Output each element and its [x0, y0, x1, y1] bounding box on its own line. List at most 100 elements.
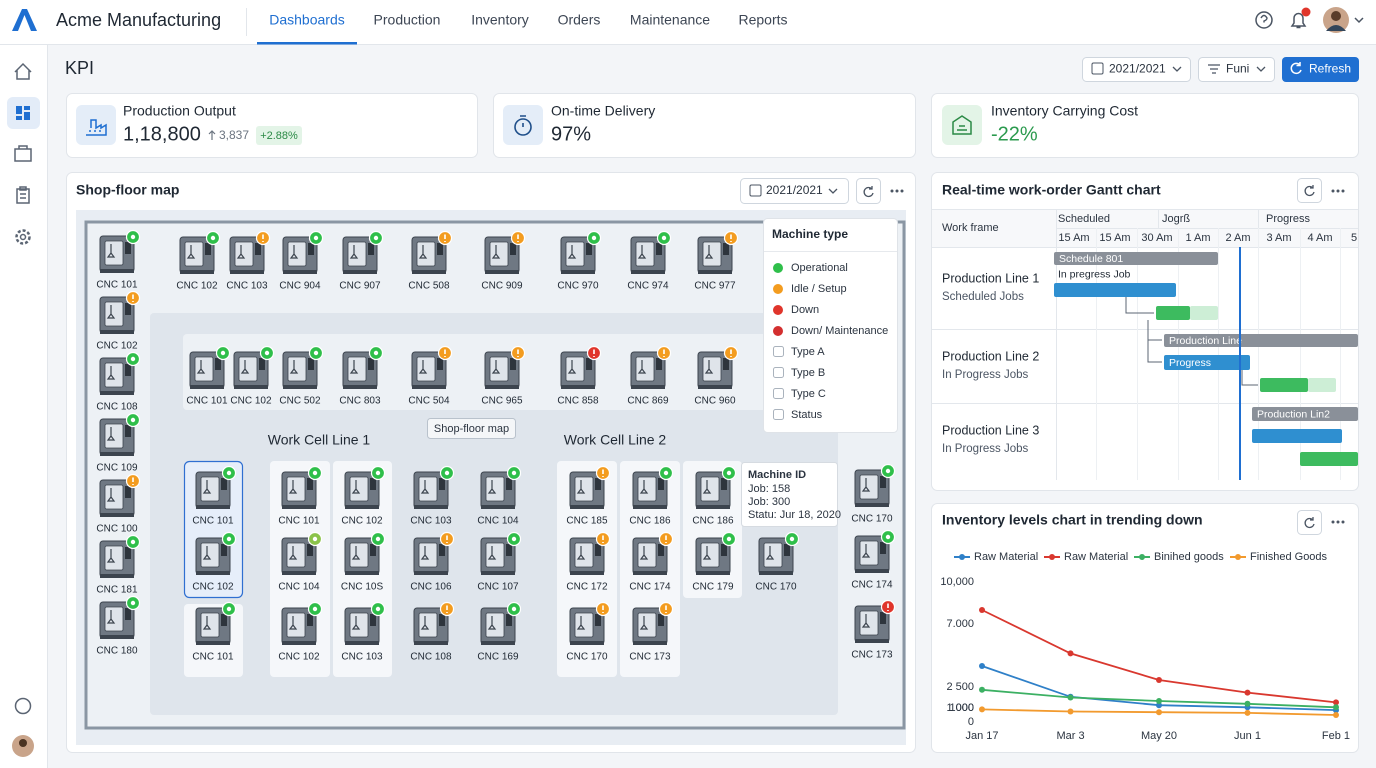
machine[interactable] — [344, 601, 386, 646]
machine[interactable] — [569, 465, 611, 510]
legend-label[interactable]: Finished Goods — [1250, 551, 1328, 563]
refresh-button[interactable] — [1297, 178, 1322, 203]
nav-item[interactable]: Reports — [738, 12, 787, 28]
date-button[interactable] — [740, 178, 849, 204]
machine[interactable] — [695, 531, 737, 576]
more-menu[interactable] — [890, 189, 904, 193]
refresh-button[interactable] — [856, 178, 881, 204]
help-icon[interactable] — [1255, 11, 1273, 29]
gantt-bar[interactable] — [1164, 334, 1358, 347]
gear-icon[interactable] — [15, 229, 31, 245]
machine[interactable] — [569, 531, 611, 576]
machine[interactable] — [179, 230, 221, 275]
machine[interactable] — [632, 465, 674, 510]
nav-active-bg[interactable] — [7, 97, 40, 129]
machine[interactable] — [484, 230, 526, 275]
machine[interactable] — [480, 531, 522, 576]
legend-checkbox[interactable] — [773, 346, 784, 357]
machine[interactable] — [282, 345, 324, 390]
nav-item[interactable]: Production — [374, 12, 441, 28]
machine[interactable] — [560, 345, 602, 390]
home-icon[interactable] — [14, 62, 32, 80]
machine[interactable] — [281, 601, 323, 646]
gantt-bar[interactable] — [1300, 452, 1358, 466]
refresh-button[interactable] — [1282, 57, 1359, 82]
machine[interactable] — [695, 465, 737, 510]
machine[interactable] — [99, 595, 141, 640]
machine[interactable] — [854, 529, 896, 574]
machine[interactable] — [344, 531, 386, 576]
legend-label[interactable]: Binihed goods — [1154, 551, 1224, 563]
machine[interactable] — [630, 345, 672, 390]
machine[interactable] — [282, 230, 324, 275]
legend-checkbox[interactable] — [773, 409, 784, 420]
machine[interactable] — [413, 601, 455, 646]
machine[interactable] — [342, 345, 384, 390]
machine[interactable] — [480, 601, 522, 646]
logo[interactable] — [12, 9, 37, 31]
machine[interactable] — [632, 601, 674, 646]
bell-icon[interactable] — [1290, 12, 1307, 29]
machine[interactable] — [281, 465, 323, 510]
machine[interactable] — [99, 412, 141, 457]
machine[interactable] — [632, 531, 674, 576]
nav-item[interactable]: Inventory — [471, 12, 529, 28]
machine[interactable] — [630, 230, 672, 275]
gantt-bar[interactable] — [1164, 355, 1250, 370]
machine[interactable] — [854, 463, 896, 508]
gantt-bar[interactable] — [1156, 306, 1190, 320]
machine[interactable] — [342, 230, 384, 275]
machine[interactable] — [99, 534, 141, 579]
gantt-bar[interactable] — [1260, 378, 1308, 392]
machine[interactable] — [480, 465, 522, 510]
machine-label: CNC 101 — [278, 516, 320, 527]
machine[interactable] — [854, 599, 896, 644]
gantt-bar[interactable] — [1054, 283, 1176, 297]
nav-item[interactable]: Maintenance — [630, 12, 710, 28]
machine[interactable] — [413, 465, 455, 510]
machine[interactable] — [758, 531, 800, 576]
legend-checkbox[interactable] — [773, 367, 784, 378]
legend-label[interactable]: Raw Material — [1064, 551, 1128, 563]
legend-checkbox[interactable] — [773, 388, 784, 399]
clipboard-icon[interactable] — [16, 186, 30, 204]
machine[interactable] — [189, 345, 231, 390]
machine[interactable] — [99, 351, 141, 396]
date-button[interactable] — [1082, 57, 1191, 82]
machine[interactable] — [195, 465, 237, 510]
nav-item[interactable]: Dashboards — [269, 12, 345, 28]
machine-base — [345, 641, 379, 645]
gantt-bar[interactable] — [1252, 429, 1342, 443]
machine[interactable] — [281, 531, 323, 576]
gantt-bar[interactable] — [1252, 407, 1358, 421]
machine-panel — [595, 478, 601, 490]
bag-icon[interactable] — [14, 145, 32, 162]
gantt-bar[interactable] — [1190, 306, 1218, 320]
machine[interactable] — [99, 229, 141, 274]
refresh-button[interactable] — [1297, 510, 1322, 535]
machine[interactable] — [195, 601, 237, 646]
machine[interactable] — [411, 230, 453, 275]
avatar-menu[interactable] — [1354, 17, 1364, 24]
machine[interactable] — [697, 230, 739, 275]
machine[interactable] — [233, 345, 275, 390]
legend-label[interactable]: Raw Material — [974, 551, 1038, 563]
gantt-bar[interactable] — [1054, 252, 1218, 265]
machine[interactable] — [99, 473, 141, 518]
machine[interactable] — [195, 531, 237, 576]
help-icon[interactable] — [14, 697, 32, 715]
machine[interactable] — [484, 345, 526, 390]
more-menu[interactable] — [1331, 189, 1345, 193]
more-menu[interactable] — [1331, 520, 1345, 524]
machine[interactable] — [697, 345, 739, 390]
machine[interactable] — [569, 601, 611, 646]
machine[interactable] — [413, 531, 455, 576]
machine[interactable] — [229, 230, 271, 275]
nav-item[interactable]: Orders — [558, 12, 601, 28]
machine[interactable] — [99, 290, 141, 335]
machine[interactable] — [560, 230, 602, 275]
machine[interactable] — [411, 345, 453, 390]
machine[interactable] — [344, 465, 386, 510]
gantt-bar[interactable] — [1308, 378, 1336, 392]
filter-button[interactable] — [1198, 57, 1275, 82]
